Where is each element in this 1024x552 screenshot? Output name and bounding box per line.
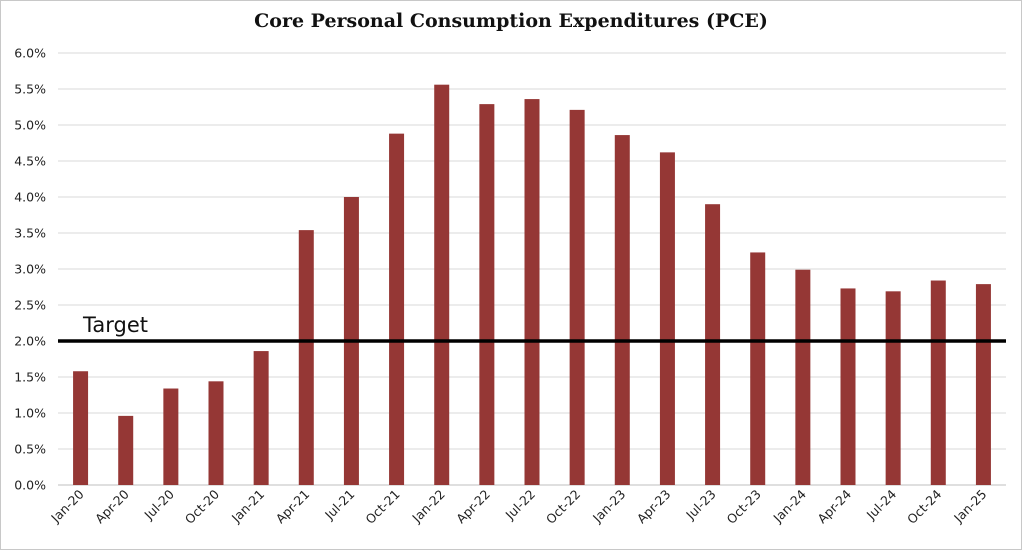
x-tick-label: Apr-24 (814, 486, 854, 526)
bar-jan-21 (253, 351, 269, 485)
target-annotation: Target (58, 313, 1006, 343)
y-tick-label: 2.5% (14, 298, 46, 313)
bar-jan-23 (614, 135, 630, 485)
y-tick-label: 2.0% (14, 334, 46, 349)
bar-jan-24 (795, 269, 811, 485)
y-tick-label: 1.5% (14, 370, 46, 385)
x-tick-label: Oct-24 (904, 486, 944, 526)
bar-apr-20 (118, 415, 134, 485)
bar-oct-21 (389, 133, 405, 485)
x-tick-label: Jul-20 (141, 486, 177, 522)
y-tick-label: 0.5% (14, 442, 46, 457)
x-tick-label: Jan-25 (950, 487, 989, 526)
x-tick-label: Jul-22 (502, 487, 538, 523)
y-tick-label: 4.0% (14, 190, 46, 205)
x-tick-label: Jul-24 (863, 486, 899, 522)
chart-title: Core Personal Consumption Expenditures (… (254, 10, 768, 32)
bar-oct-22 (569, 109, 585, 485)
x-tick-label: Jan-21 (228, 487, 267, 526)
x-tick-label: Oct-22 (543, 487, 583, 527)
bar-jul-22 (524, 99, 540, 485)
bar-jul-24 (885, 291, 901, 485)
x-tick-label: Apr-23 (634, 487, 674, 527)
x-tick-label: Jan-22 (408, 487, 447, 526)
y-tick-label: 1.0% (14, 406, 46, 421)
x-tick-label: Oct-20 (182, 486, 222, 526)
bars (73, 84, 991, 486)
x-axis-tick-labels: Jan-20 Apr-20 Jul-20 Oct-20 Jan-21 Apr-21 Jul-… (47, 486, 989, 526)
x-tick-label: Oct-21 (362, 487, 402, 527)
target-label: Target (82, 313, 148, 337)
x-tick-label: Apr-22 (453, 487, 493, 527)
bar-jul-23 (705, 204, 721, 485)
x-tick-label: Apr-20 (92, 486, 132, 526)
y-tick-label: 0.0% (14, 478, 46, 493)
x-tick-label: Jan-23 (589, 487, 628, 526)
bar-jan-20 (73, 371, 89, 485)
bar-jan-25 (975, 284, 991, 485)
bar-apr-21 (298, 230, 314, 485)
bar-jan-22 (434, 84, 450, 486)
y-tick-label: 4.5% (14, 154, 46, 169)
bar-oct-23 (750, 252, 766, 485)
y-tick-label: 5.5% (14, 82, 46, 97)
y-tick-label: 3.0% (14, 262, 46, 277)
y-tick-label: 3.5% (14, 226, 46, 241)
bar-oct-20 (208, 381, 224, 485)
x-tick-label: Jan-24 (770, 486, 809, 525)
bar-jul-20 (163, 388, 179, 485)
bar-apr-23 (659, 152, 675, 486)
x-tick-label: Apr-21 (273, 487, 313, 527)
y-tick-label: 6.0% (14, 46, 46, 61)
x-tick-label: Jul-23 (682, 487, 718, 523)
x-tick-label: Jul-21 (321, 487, 357, 523)
y-tick-label: 5.0% (14, 118, 46, 133)
x-tick-label: Oct-23 (724, 487, 764, 527)
x-tick-label: Jan-20 (47, 486, 86, 525)
bar-oct-24 (930, 280, 946, 485)
bar-apr-24 (840, 288, 856, 485)
y-axis-tick-labels: 0.0% 0.5% 1.0% 1.5% 2.0% 2.5% 3.0% 3.5% 4.0% 4.5%… (14, 46, 46, 493)
bar-apr-22 (479, 104, 495, 486)
